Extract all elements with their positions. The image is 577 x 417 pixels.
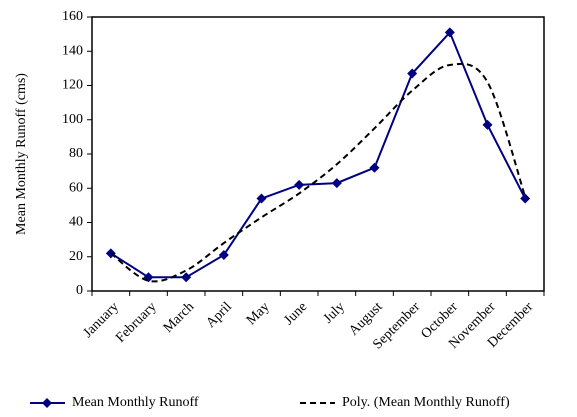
x-tick-label: February xyxy=(113,299,159,345)
y-tick-label: 140 xyxy=(62,43,83,58)
y-tick-label: 120 xyxy=(62,78,83,93)
y-tick-label: 80 xyxy=(69,146,83,161)
y-tick-label: 40 xyxy=(69,215,83,230)
marker xyxy=(256,193,267,204)
series-line xyxy=(110,30,527,279)
x-tick-label: June xyxy=(282,299,311,328)
plot-area xyxy=(91,16,545,292)
marker xyxy=(444,27,455,38)
marker xyxy=(181,272,192,283)
x-tick-label: May xyxy=(244,299,273,328)
y-tick-label: 100 xyxy=(62,112,83,127)
marker xyxy=(218,250,229,261)
legend-label: Poly. (Mean Monthly Runoff) xyxy=(342,395,510,410)
marker xyxy=(294,179,305,190)
marker xyxy=(331,178,342,189)
y-tick-label: 160 xyxy=(62,9,83,24)
y-tick-label: 20 xyxy=(69,249,83,264)
marker xyxy=(520,193,531,204)
legend-label: Mean Monthly Runoff xyxy=(72,395,199,410)
x-tick-label: March xyxy=(161,299,197,335)
y-tick-label: 0 xyxy=(76,283,83,298)
x-tick-label: April xyxy=(203,299,235,331)
marker xyxy=(482,119,493,130)
legend-marker xyxy=(42,398,52,408)
marker xyxy=(407,68,418,79)
y-tick-label: 60 xyxy=(69,180,83,195)
marker xyxy=(369,162,380,173)
series-line xyxy=(110,62,527,283)
y-axis-title: Mean Monthly Runoff (cms) xyxy=(14,73,29,235)
x-tick-label: July xyxy=(321,299,348,326)
